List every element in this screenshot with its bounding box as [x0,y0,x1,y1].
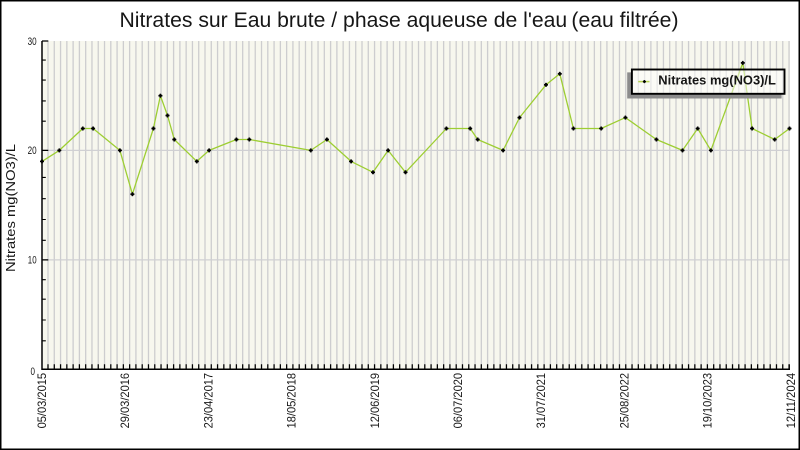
svg-text:20: 20 [28,145,37,157]
svg-text:18/05/2018: 18/05/2018 [285,373,299,429]
svg-text:25/08/2022: 25/08/2022 [617,373,631,429]
svg-text:19/10/2023: 19/10/2023 [701,373,715,429]
svg-text:31/07/2021: 31/07/2021 [534,373,548,429]
svg-text:30: 30 [28,36,37,48]
svg-text:06/07/2020: 06/07/2020 [451,373,465,429]
svg-text:10: 10 [28,255,37,267]
svg-text:12/06/2019: 12/06/2019 [368,373,382,429]
svg-text:12/11/2024: 12/11/2024 [784,373,798,429]
svg-text:23/04/2017: 23/04/2017 [201,373,215,429]
svg-text:Nitrates mg(NO3)/L: Nitrates mg(NO3)/L [658,72,776,87]
svg-text:Nitrates sur Eau brute / phase: Nitrates sur Eau brute / phase aqueuse d… [120,8,679,32]
svg-text:05/03/2015: 05/03/2015 [35,373,49,429]
svg-text:0: 0 [31,366,36,378]
svg-text:Nitrates mg(NO3)/L: Nitrates mg(NO3)/L [4,144,18,272]
svg-text:29/03/2016: 29/03/2016 [118,373,132,429]
